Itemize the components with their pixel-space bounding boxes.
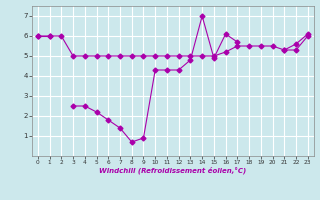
X-axis label: Windchill (Refroidissement éolien,°C): Windchill (Refroidissement éolien,°C) (99, 167, 246, 174)
